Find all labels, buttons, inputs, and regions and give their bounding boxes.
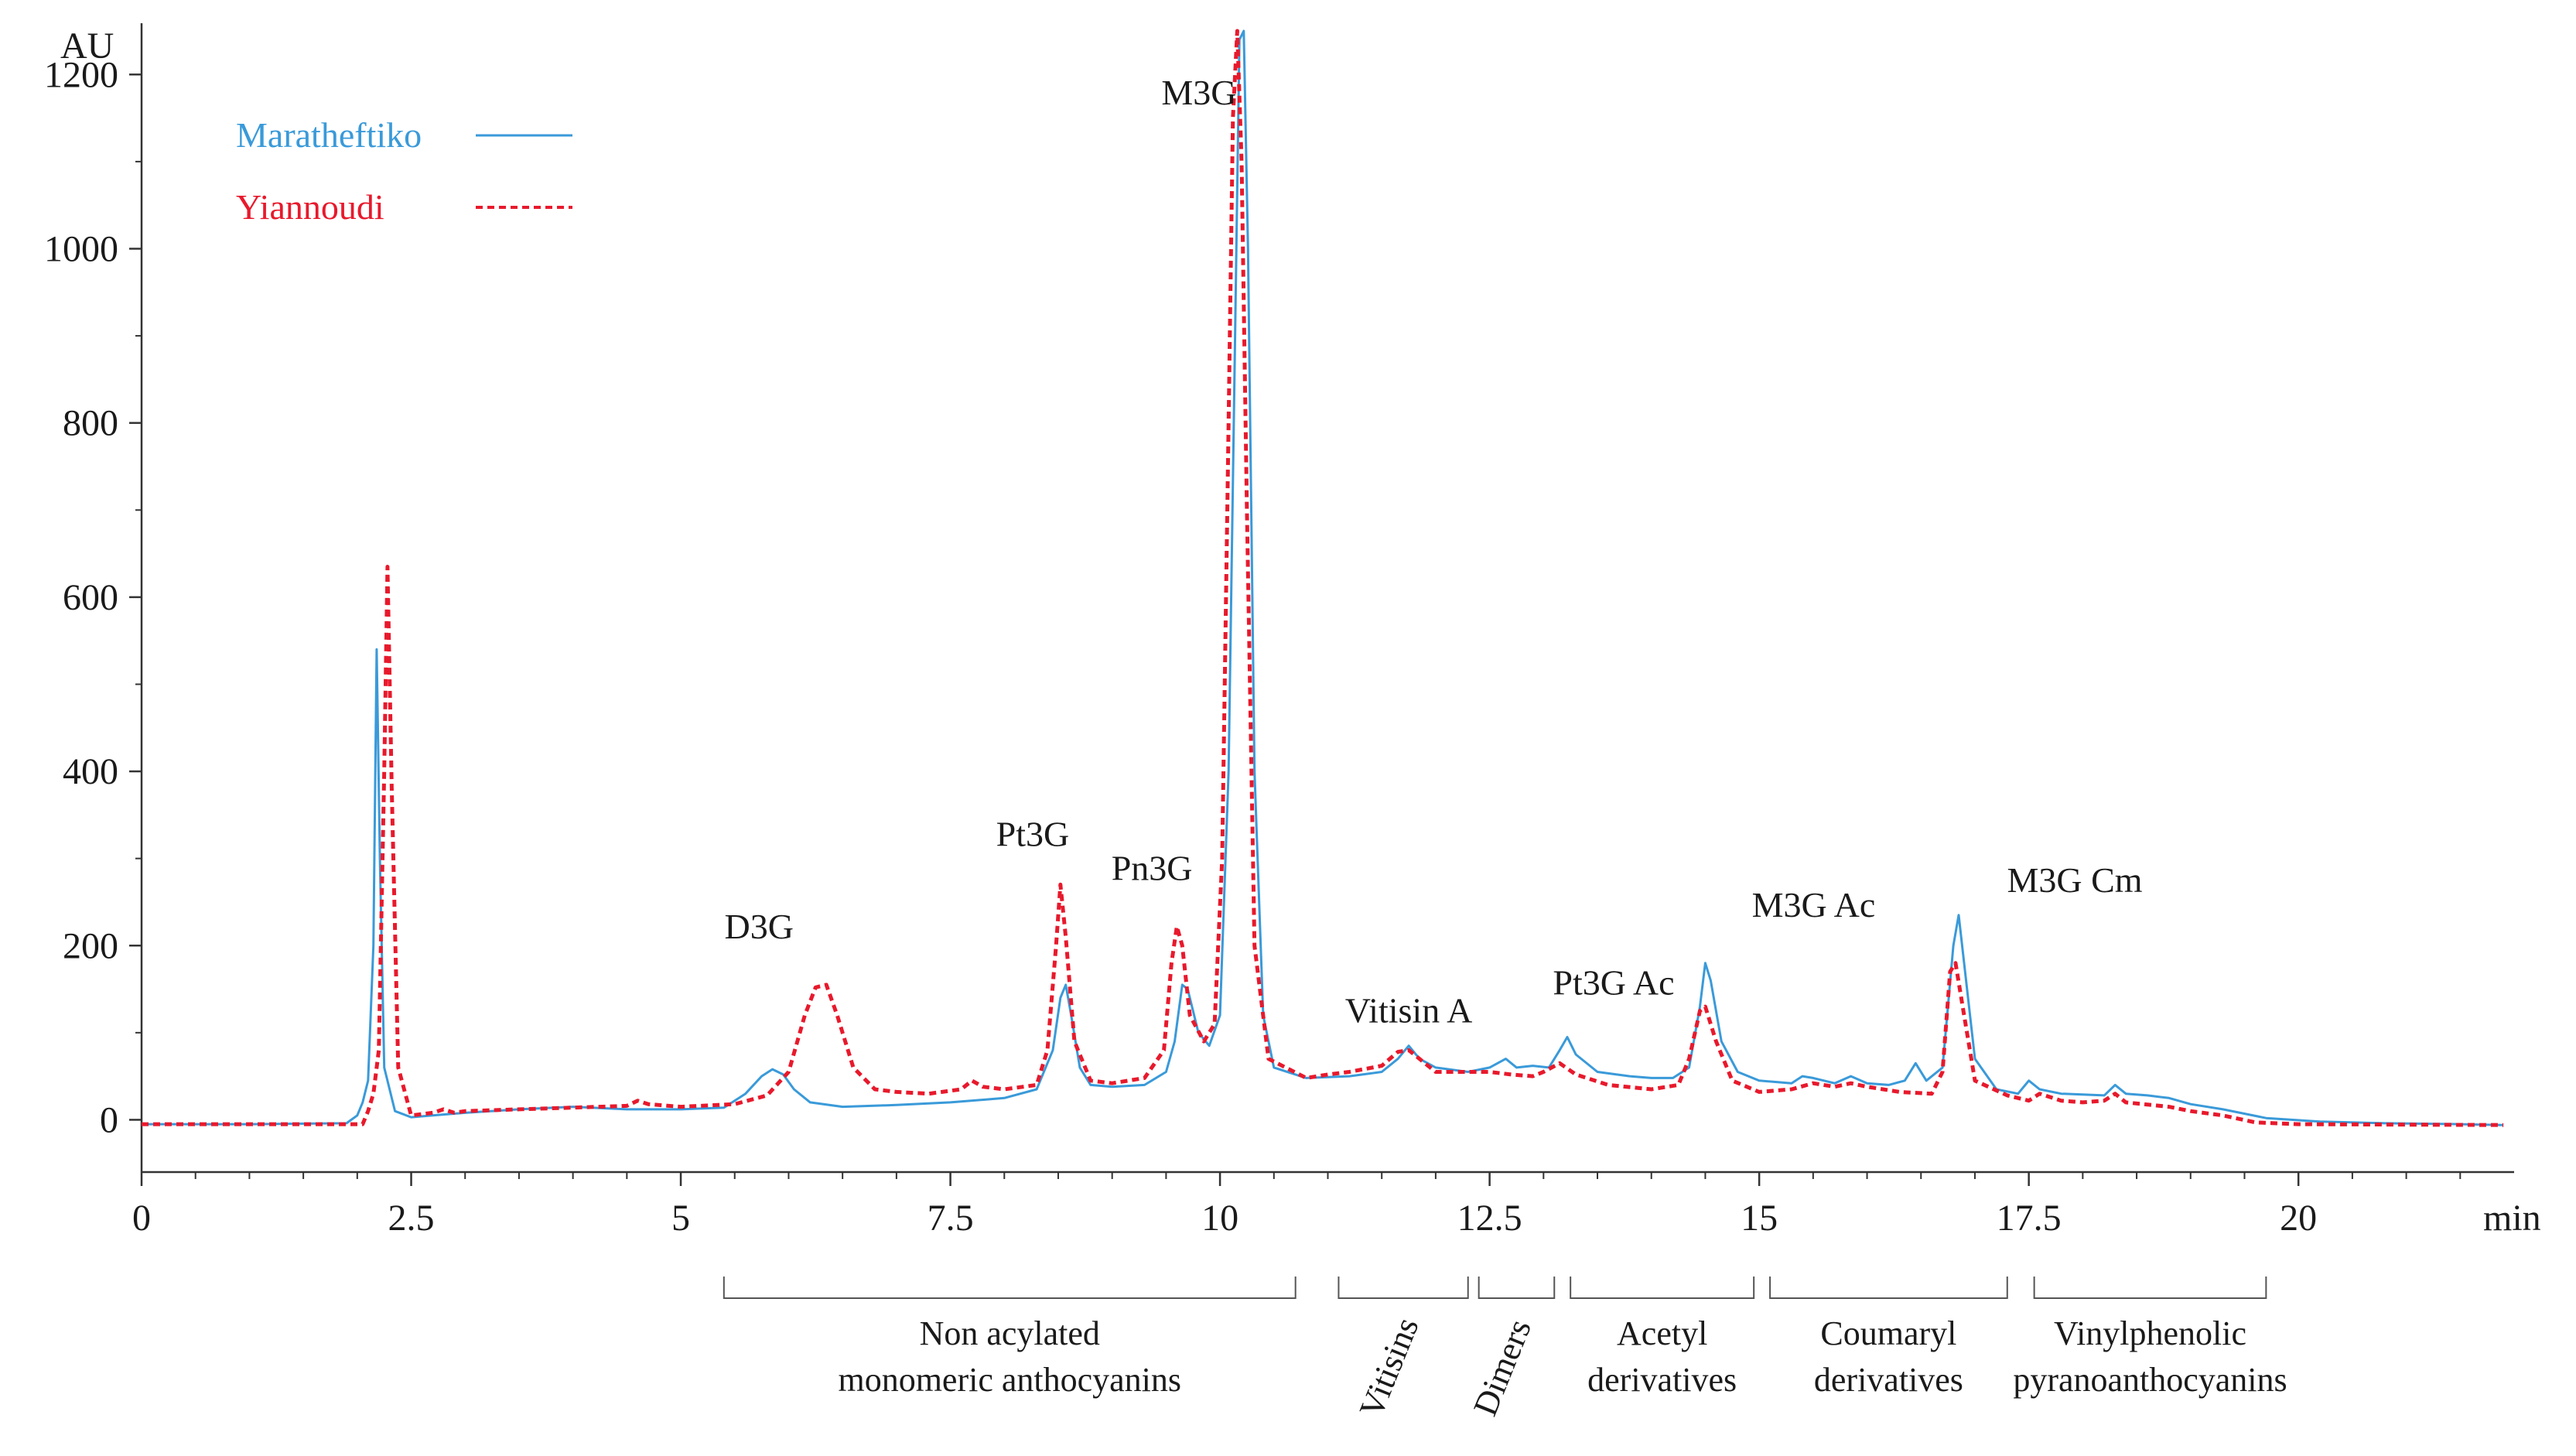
series-line-yiannoudi	[142, 29, 2504, 1127]
peak-label: M3G	[1161, 73, 1236, 112]
peak-labels: M3G Pt3G Pn3G D3G Vitisin A Pt3G Ac M3G Ac M3G …	[725, 73, 2143, 1030]
group-label: Vinylphenolic	[2054, 1314, 2246, 1352]
series-line-maratheftiko	[142, 29, 2504, 1126]
group-brackets: Non acylated monomeric anthocyanins Vitisi…	[723, 1277, 2287, 1423]
axes: 0 200 400 600 800 1000 1200 0 2.5 5 7.5 10 12.5 15 17.…	[44, 23, 2541, 1239]
x-tick-label: 20	[2280, 1198, 2317, 1239]
x-tick-label: 10	[1201, 1198, 1238, 1239]
y-tick-label: 1000	[44, 228, 118, 269]
group-label: derivatives	[1587, 1361, 1737, 1399]
y-tick-label: 0	[100, 1099, 118, 1140]
group-bracket	[723, 1277, 1297, 1299]
y-tick-label: 600	[63, 577, 118, 618]
group-bracket	[1478, 1277, 1556, 1299]
x-tick-label: 17.5	[1997, 1198, 2062, 1239]
y-axis-unit-label: AU	[60, 26, 114, 67]
group-label: Dimers	[1466, 1314, 1539, 1420]
y-tick-label: 800	[63, 403, 118, 444]
group-bracket	[1769, 1277, 2008, 1299]
group-label: Non acylated	[920, 1314, 1100, 1352]
y-tick-label: 400	[63, 751, 118, 792]
group-label: monomeric anthocyanins	[838, 1361, 1181, 1399]
peak-label: Pn3G	[1112, 848, 1193, 887]
legend-label: Maratheftiko	[236, 115, 422, 155]
peak-label: Pt3G Ac	[1553, 962, 1674, 1002]
peak-label: Vitisin A	[1345, 991, 1473, 1030]
group-label: Vitisins	[1352, 1312, 1426, 1423]
x-tick-label: 12.5	[1457, 1198, 1522, 1239]
x-tick-label: 5	[671, 1198, 690, 1239]
group-label: Coumaryl	[1820, 1314, 1956, 1352]
x-tick-label: 7.5	[928, 1198, 974, 1239]
peak-label: M3G Ac	[1752, 885, 1876, 925]
group-label: Acetyl	[1617, 1314, 1707, 1352]
peak-label: D3G	[725, 907, 794, 946]
group-label: derivatives	[1814, 1361, 1963, 1399]
legend-label: Yiannoudi	[236, 187, 384, 227]
x-tick-label: 0	[132, 1198, 151, 1239]
x-tick-label: 15	[1741, 1198, 1778, 1239]
peak-label: Pt3G	[996, 814, 1070, 853]
y-tick-label: 1200	[44, 54, 118, 95]
group-bracket	[1338, 1277, 1469, 1299]
x-tick-label: 2.5	[388, 1198, 435, 1239]
group-bracket	[2033, 1277, 2267, 1299]
series-layer	[142, 29, 2504, 1127]
group-label: pyranoanthocyanins	[2013, 1361, 2287, 1399]
peak-label: M3G Cm	[2007, 860, 2142, 900]
group-bracket	[1570, 1277, 1755, 1299]
legend: Maratheftiko Yiannoudi	[236, 115, 572, 227]
x-axis-unit-label: min	[2483, 1198, 2541, 1239]
y-tick-label: 200	[63, 925, 118, 966]
